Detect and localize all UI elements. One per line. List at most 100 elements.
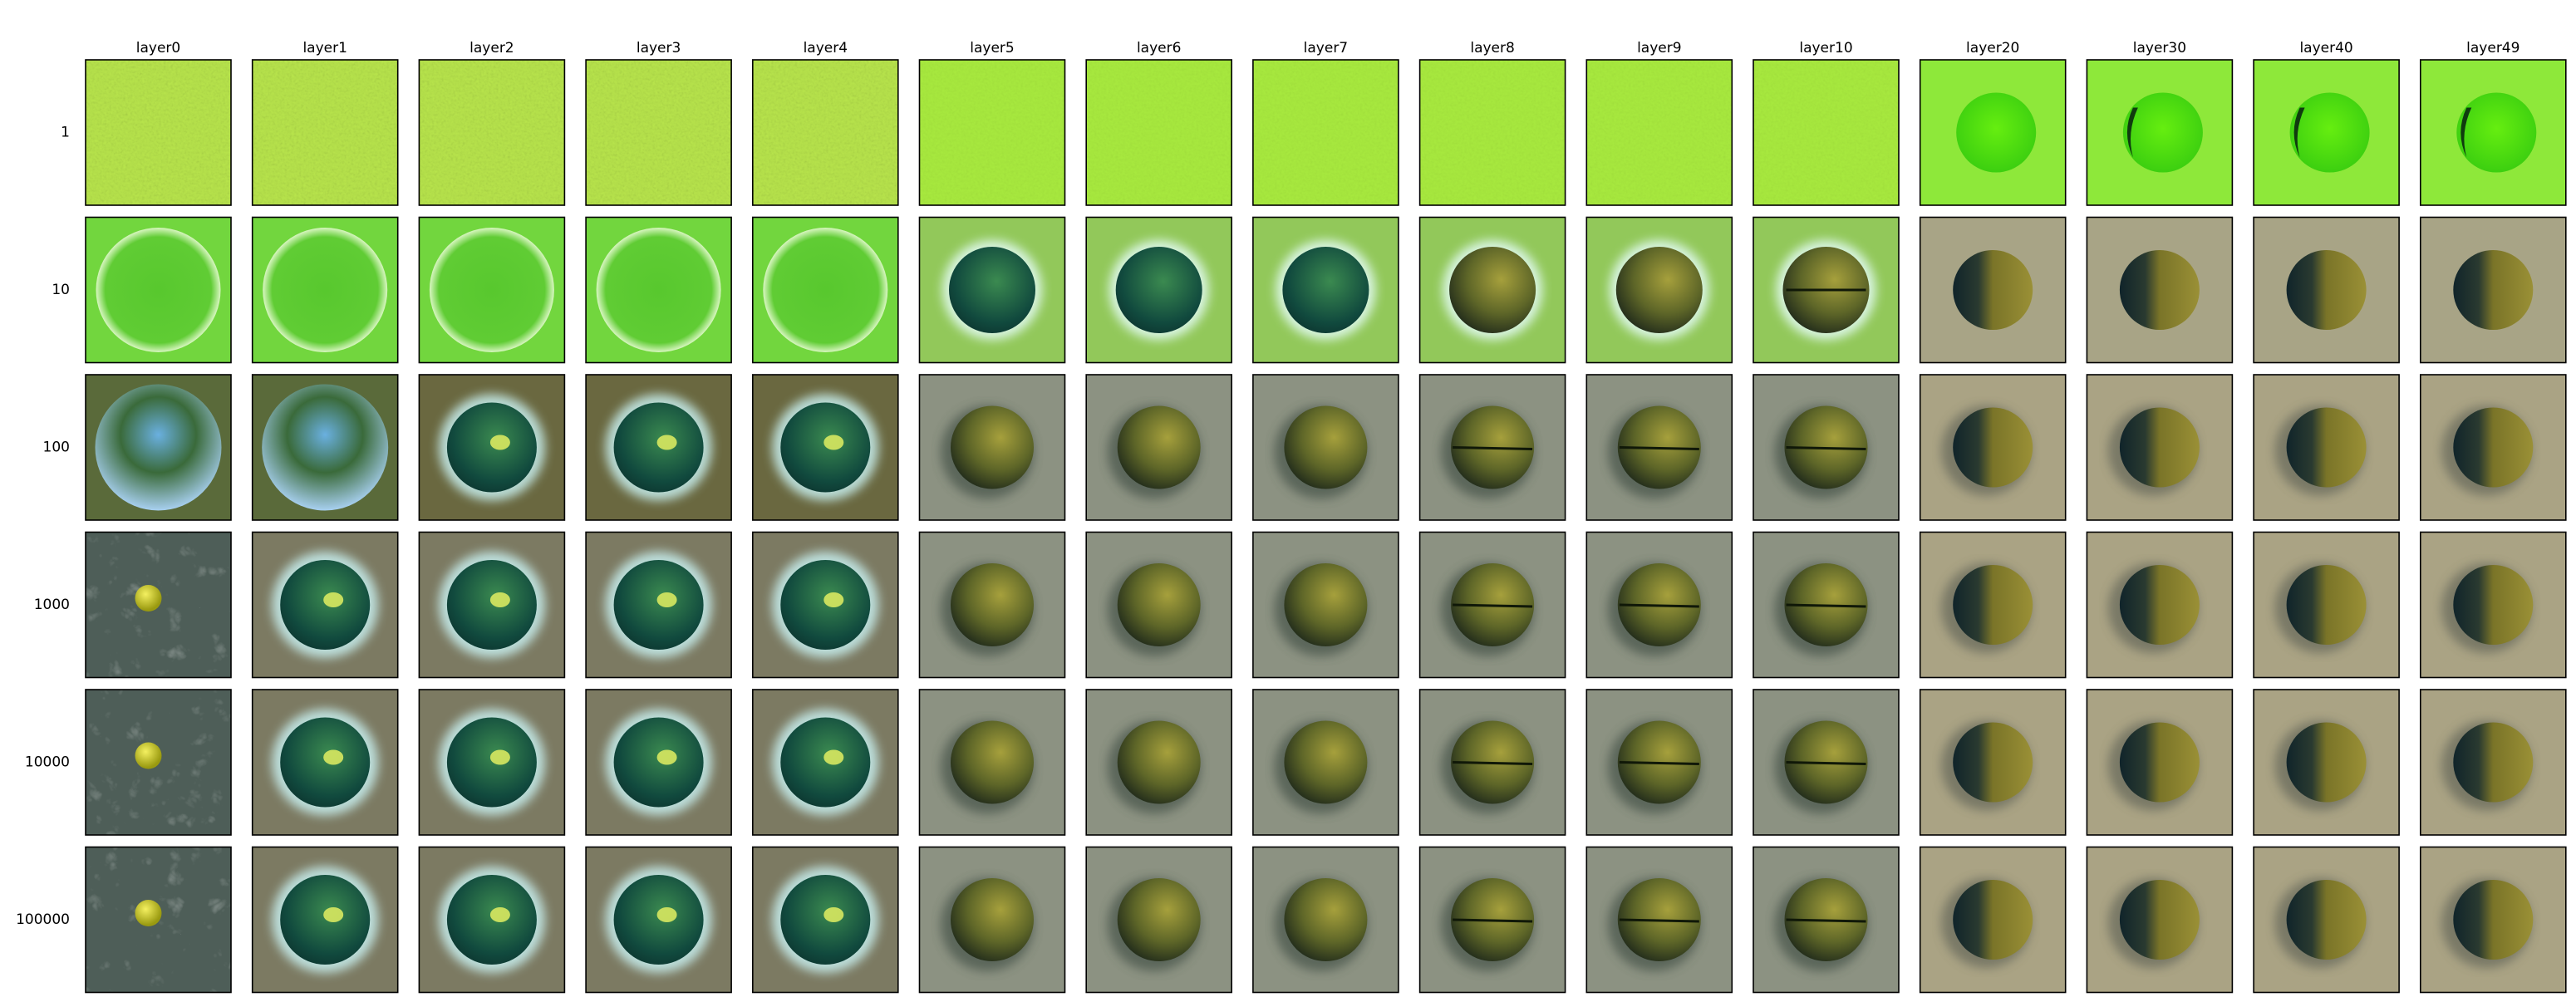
- cell-border: [1753, 59, 1900, 206]
- cell-border: [2420, 846, 2567, 994]
- sphere: [2286, 407, 2367, 488]
- sphere: [951, 878, 1034, 961]
- image-cell: [85, 374, 232, 521]
- sphere: [2119, 407, 2200, 488]
- cell-border: [2253, 531, 2400, 679]
- image-cell: [85, 216, 232, 364]
- cell-border: [251, 59, 399, 206]
- column-label: layer1: [302, 40, 347, 56]
- cell-border: [2420, 689, 2567, 836]
- noise-texture: [919, 60, 1065, 205]
- ball: [135, 900, 162, 926]
- cell-border: [251, 374, 399, 521]
- sphere: [780, 402, 871, 493]
- sphere-band: [1786, 446, 1866, 450]
- row-label: 10: [52, 282, 70, 298]
- cell-border: [1418, 689, 1566, 836]
- image-cell: [585, 216, 732, 364]
- cell-border: [1252, 531, 1399, 679]
- highlight: [323, 907, 344, 922]
- cell-border: [1919, 59, 2067, 206]
- image-cell: [2253, 689, 2400, 836]
- sphere: [951, 405, 1034, 489]
- sphere: [446, 717, 537, 808]
- image-cell: [751, 689, 899, 836]
- column-label: layer7: [1304, 40, 1348, 56]
- cell-border: [1919, 846, 2067, 994]
- image-cell: [585, 846, 732, 994]
- sphere-band: [1786, 761, 1866, 765]
- cell-border: [751, 216, 899, 364]
- cell-border: [1418, 531, 1566, 679]
- cell-border: [1085, 846, 1232, 994]
- cell-border: [1252, 846, 1399, 994]
- highlight: [489, 592, 510, 607]
- sphere: [2119, 722, 2200, 803]
- image-cell: [1753, 689, 1900, 836]
- image-cell: [418, 59, 566, 206]
- sphere: [1284, 878, 1368, 961]
- cell-border: [585, 689, 732, 836]
- image-cell: [2420, 216, 2567, 364]
- sphere: [2456, 92, 2537, 173]
- sphere-band: [1619, 918, 1699, 923]
- image-cell: [251, 216, 399, 364]
- sphere: [1284, 563, 1368, 646]
- highlight: [656, 907, 677, 922]
- noise-texture: [1086, 60, 1232, 205]
- cell-border: [1585, 216, 1733, 364]
- column-label: layer10: [1799, 40, 1852, 56]
- highlight: [323, 592, 344, 607]
- cell-border: [2086, 216, 2234, 364]
- cell-border: [751, 846, 899, 994]
- image-cell: [918, 216, 1066, 364]
- sphere-band: [1619, 761, 1699, 765]
- sphere: [949, 247, 1035, 333]
- image-cell: [1252, 59, 1399, 206]
- image-cell: [1418, 59, 1566, 206]
- sphere: [1117, 720, 1201, 804]
- image-cell: [2086, 531, 2234, 679]
- image-cell: [2253, 374, 2400, 521]
- shadow: [2293, 107, 2305, 158]
- cell-border: [1753, 216, 1900, 364]
- sphere: [429, 228, 554, 352]
- cell-border: [1585, 689, 1733, 836]
- image-cell: [85, 846, 232, 994]
- sphere: [951, 720, 1034, 804]
- highlight: [489, 907, 510, 922]
- cell-border: [1418, 374, 1566, 521]
- sphere: [263, 228, 388, 352]
- image-cell: [1252, 216, 1399, 364]
- sphere-band: [1619, 446, 1699, 450]
- image-cell: [2086, 689, 2234, 836]
- image-cell: [1753, 846, 1900, 994]
- image-cell: [1585, 846, 1733, 994]
- noise-texture: [1586, 60, 1733, 205]
- sphere: [613, 560, 704, 650]
- image-cell: [251, 531, 399, 679]
- column-label: layer40: [2299, 40, 2352, 56]
- image-cell: [1085, 216, 1232, 364]
- row-label: 100: [43, 440, 70, 456]
- sphere: [596, 228, 721, 352]
- sphere: [2453, 722, 2534, 803]
- row-label: 100000: [16, 911, 70, 928]
- highlight: [823, 592, 844, 607]
- image-cell: [1252, 374, 1399, 521]
- sphere: [2453, 880, 2534, 960]
- image-cell: [751, 374, 899, 521]
- image-cell: [585, 531, 732, 679]
- sphere: [613, 717, 704, 808]
- cell-border: [1252, 216, 1399, 364]
- image-cell: [1919, 216, 2067, 364]
- highlight: [489, 749, 510, 765]
- image-cell: [918, 59, 1066, 206]
- image-cell: [251, 59, 399, 206]
- sphere: [613, 402, 704, 493]
- noise-texture: [1252, 60, 1399, 205]
- image-cell: [418, 531, 566, 679]
- cell-border: [1252, 689, 1399, 836]
- cell-border: [1252, 374, 1399, 521]
